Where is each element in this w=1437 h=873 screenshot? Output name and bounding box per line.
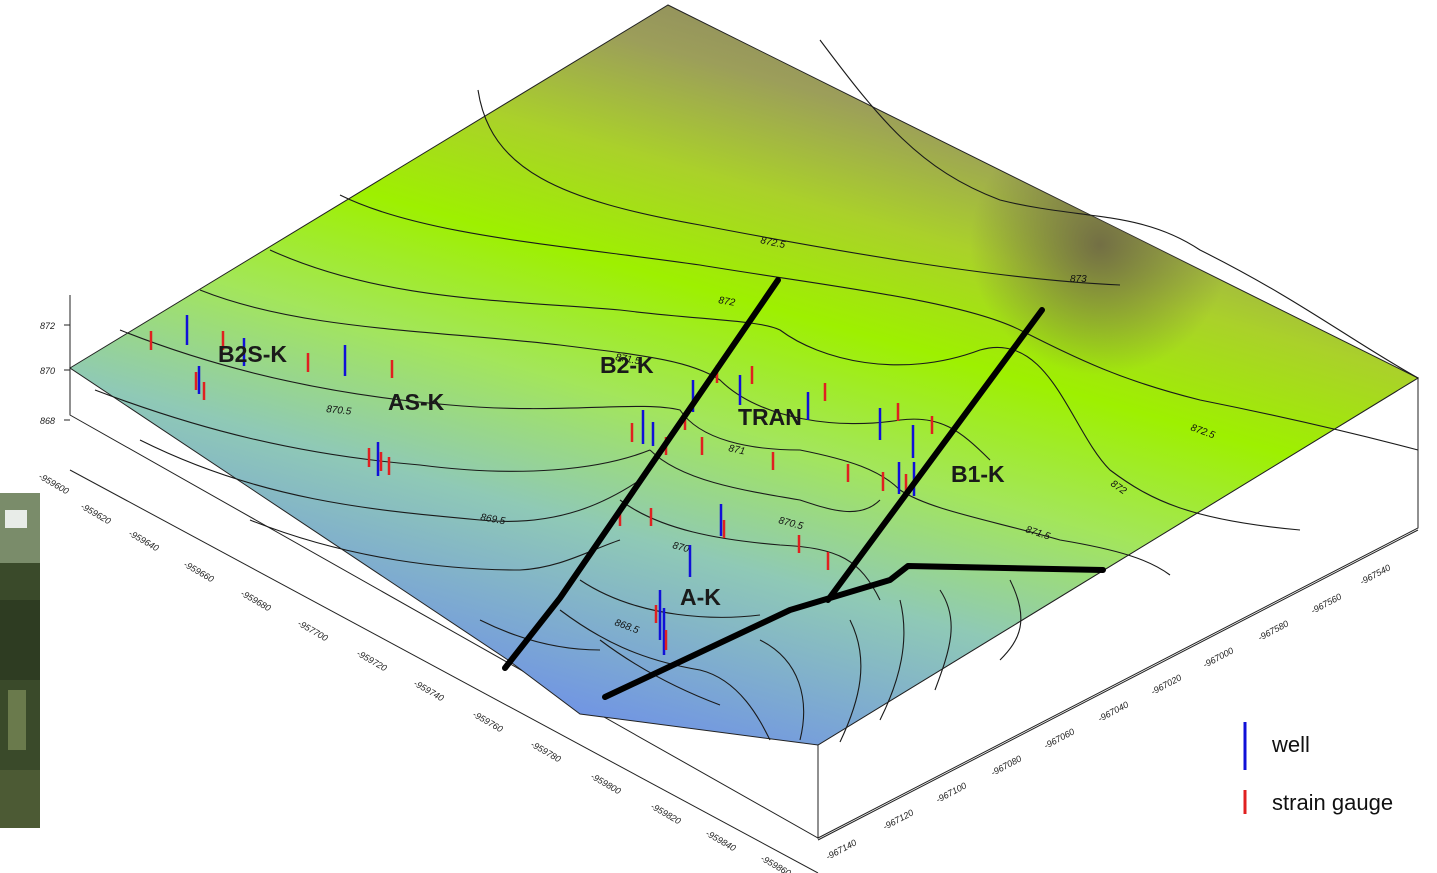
- z-axis-tick: 868: [40, 416, 55, 426]
- zone-label-as-k: AS-K: [388, 389, 445, 415]
- y-axis-tick: -957700: [296, 618, 330, 643]
- y-axis-tick: -959780: [529, 739, 563, 764]
- zone-labels: B2S-K AS-K B2-K TRAN B1-K A-K: [218, 341, 1005, 610]
- x-axis-tick: -967100: [934, 780, 968, 804]
- legend: well strain gauge: [1243, 722, 1393, 815]
- legend-strain-gauge-label: strain gauge: [1272, 790, 1393, 815]
- fault-line: [502, 277, 781, 671]
- contour-label: 871: [727, 443, 746, 457]
- y-axis-tick: -959620: [79, 501, 113, 526]
- zone-label-b2-k: B2-K: [600, 352, 654, 378]
- y-axis-tick: -959720: [355, 648, 389, 673]
- x-axis-tick: -967560: [1309, 591, 1343, 615]
- contour-label: 870: [671, 540, 690, 555]
- y-axis-tick: -959600: [37, 471, 71, 496]
- zone-label-a-k: A-K: [680, 584, 721, 610]
- x-axis-tick: -967540: [1358, 562, 1392, 586]
- photo-fragment: [0, 493, 40, 828]
- z-axis-tick: 872: [40, 321, 55, 331]
- fault-lines: [502, 277, 1106, 700]
- z-axis: 872 870 868: [40, 295, 71, 426]
- contour-label-group: 872.5 873 872 871.5 871 870.5 870.5 870 …: [326, 235, 1217, 636]
- z-axis-tick: 870: [40, 366, 55, 376]
- contour-lines: [94, 39, 1419, 743]
- y-axis-tick: -959760: [471, 709, 505, 734]
- x-axis-tick: -967040: [1096, 699, 1130, 723]
- zone-label-b2s-k: B2S-K: [218, 341, 287, 367]
- x-axis-tick: -967120: [881, 807, 915, 831]
- x-axis-tick: -967020: [1149, 672, 1183, 696]
- legend-well-label: well: [1271, 732, 1310, 757]
- y-axis-tick: -959820: [649, 801, 683, 826]
- contour-label: 872: [717, 295, 736, 309]
- y-axis-tick: -959800: [589, 771, 623, 796]
- contour-label: 870.5: [326, 404, 352, 418]
- contour-label: 869.5: [479, 512, 506, 527]
- y-axis-tick: -959840: [704, 828, 738, 853]
- y-axis-tick: -959680: [239, 588, 273, 613]
- terrain-dark-spot: [70, 5, 1418, 745]
- x-axis-tick: -967060: [1042, 726, 1076, 750]
- y-axis-tick: -959740: [412, 678, 446, 703]
- contour-label: 873: [1070, 274, 1087, 285]
- fault-line: [825, 307, 1045, 603]
- x-axis-tick: -967080: [989, 753, 1023, 777]
- instrument-markers: [149, 315, 934, 655]
- contour-label: 872.5: [759, 235, 786, 251]
- x-axis-tick: -967000: [1201, 645, 1235, 669]
- fault-line: [602, 563, 1106, 700]
- x-axis-tick: -967580: [1256, 618, 1290, 642]
- zone-label-tran: TRAN: [738, 404, 802, 430]
- zone-label-b1-k: B1-K: [951, 461, 1005, 487]
- y-axis-tick: -959640: [127, 528, 161, 553]
- y-axis-tick: -959660: [182, 559, 216, 584]
- x-axis-tick: -967140: [824, 837, 858, 861]
- contour-label: 871.5: [614, 352, 641, 367]
